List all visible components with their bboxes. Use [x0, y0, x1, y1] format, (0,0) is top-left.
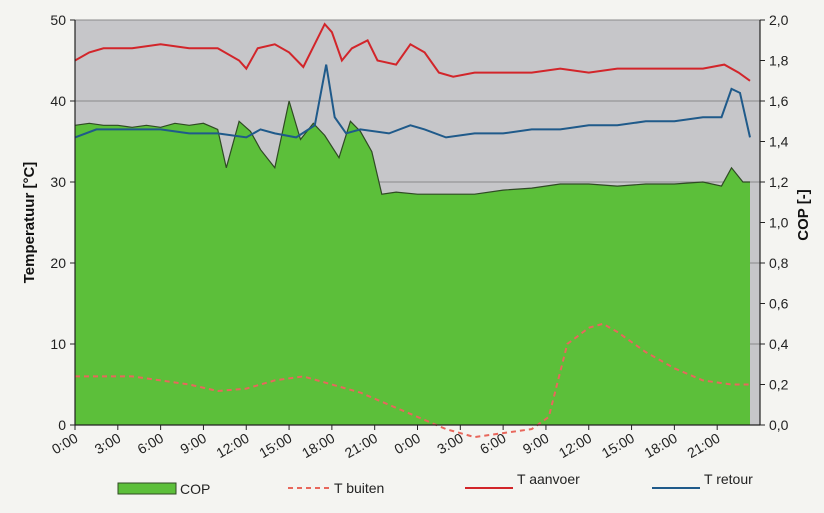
x-tick-label: 9:00	[177, 430, 209, 458]
left-axis-title: Temperatuur [°C]	[21, 162, 38, 284]
right-tick-label: 2,0	[769, 12, 789, 28]
right-axis-title: COP [-]	[795, 189, 812, 240]
right-tick-label: 0,8	[769, 255, 789, 271]
x-tick-label: 15:00	[599, 430, 638, 461]
right-tick-label: 1,6	[769, 93, 789, 109]
legend: COP T buiten T aanvoer T retour	[117, 471, 753, 497]
x-tick-label: 0:00	[49, 430, 81, 458]
legend-label-cop: COP	[180, 481, 210, 497]
x-tick-label: 12:00	[556, 430, 595, 461]
right-tick-label: 1,0	[769, 215, 789, 231]
plot-area	[74, 19, 760, 439]
left-tick-label: 0	[58, 417, 66, 433]
right-tick-label: 0,4	[769, 336, 789, 352]
right-tick-label: 1,8	[769, 53, 789, 69]
legend-label-t-aanvoer: T aanvoer	[517, 471, 580, 487]
x-tick-label: 0:00	[391, 430, 423, 458]
legend-label-t-retour: T retour	[704, 471, 753, 487]
legend-swatch-cop	[117, 482, 177, 495]
left-tick-label: 10	[50, 336, 66, 352]
legend-label-t-buiten: T buiten	[334, 480, 384, 496]
left-tick-label: 40	[50, 93, 66, 109]
series-t-retour-line	[74, 64, 751, 139]
x-tick-label: 18:00	[642, 430, 681, 461]
series-cop-line	[74, 100, 750, 195]
x-tick-label: 9:00	[520, 430, 552, 458]
series-t-buiten-line	[75, 322, 750, 439]
x-tick-label: 12:00	[213, 430, 252, 461]
series-cop-area	[75, 101, 750, 425]
x-tick-label: 6:00	[135, 430, 167, 458]
left-tick-label: 30	[50, 174, 66, 190]
x-tick-label: 15:00	[256, 430, 295, 461]
series-t-aanvoer-line	[74, 22, 751, 82]
right-tick-label: 1,2	[769, 174, 789, 190]
right-tick-label: 0,6	[769, 296, 789, 312]
right-tick-label: 0,0	[769, 417, 789, 433]
x-tick-label: 3:00	[92, 430, 124, 458]
x-tick-label: 18:00	[299, 430, 338, 461]
x-tick-label: 21:00	[684, 430, 723, 461]
right-tick-label: 1,4	[769, 134, 789, 150]
left-tick-label: 50	[50, 12, 66, 28]
left-tick-label: 20	[50, 255, 66, 271]
x-tick-label: 21:00	[342, 430, 381, 461]
right-tick-label: 0,2	[769, 377, 789, 393]
